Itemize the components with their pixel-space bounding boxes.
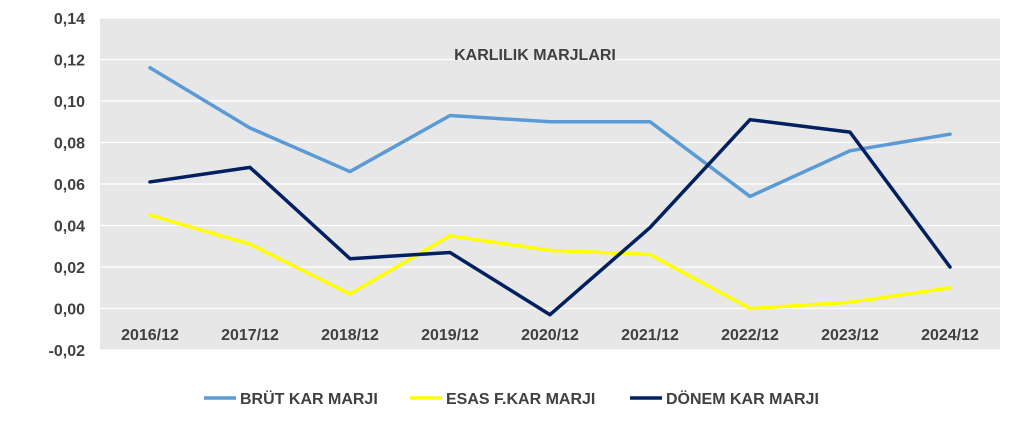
legend-item: ESAS F.KAR MARJI — [410, 391, 595, 408]
series-line-1 — [148, 66, 952, 199]
x-tick-label: 2016/12 — [121, 327, 179, 344]
legend: BRÜT KAR MARJI ESAS F.KAR MARJI DÖNEM KAR … — [204, 389, 819, 408]
y-tick-label: 0,10 — [54, 94, 85, 111]
series-line-3 — [148, 117, 952, 317]
series-line-2 — [148, 213, 952, 311]
legend-item: BRÜT KAR MARJI — [204, 389, 378, 408]
y-tick-label: 0,00 — [54, 302, 85, 319]
x-axis-ticks: 2016/12 2017/12 2018/12 2019/12 2020/12 2021/… — [121, 327, 979, 344]
y-tick-label: 0,04 — [54, 219, 85, 236]
x-tick-label: 2021/12 — [621, 327, 679, 344]
x-tick-label: 2019/12 — [421, 327, 479, 344]
x-tick-label: 2023/12 — [821, 327, 879, 344]
x-tick-label: 2017/12 — [221, 327, 279, 344]
y-tick-label: -0,02 — [49, 343, 86, 360]
chart-title: KARLILIK MARJLARI — [454, 47, 616, 64]
legend-label: BRÜT KAR MARJI — [240, 389, 378, 408]
y-tick-label: 0,08 — [54, 136, 85, 153]
y-axis-ticks: 0,14 0,12 0,10 0,08 0,06 0,04 0,02 0,00 -0,02 — [49, 11, 86, 360]
legend-label: ESAS F.KAR MARJI — [446, 391, 595, 408]
x-tick-label: 2024/12 — [921, 327, 979, 344]
x-tick-label: 2018/12 — [321, 327, 379, 344]
y-tick-label: 0,12 — [54, 53, 85, 70]
y-tick-label: 0,02 — [54, 260, 85, 277]
x-tick-label: 2022/12 — [721, 327, 779, 344]
series-lines — [148, 66, 952, 317]
y-tick-label: 0,14 — [54, 11, 85, 28]
y-tick-label: 0,06 — [54, 177, 85, 194]
legend-label: DÖNEM KAR MARJI — [666, 389, 819, 408]
x-tick-label: 2020/12 — [521, 327, 579, 344]
gridlines — [100, 17, 1000, 351]
legend-item: DÖNEM KAR MARJI — [630, 389, 819, 408]
